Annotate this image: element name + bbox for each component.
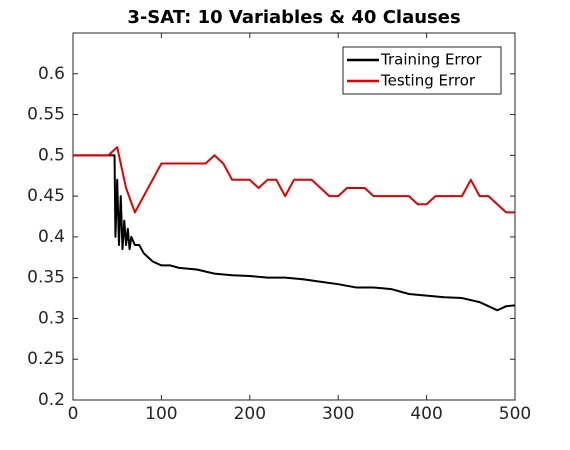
x-tick-label: 0 [68, 404, 79, 424]
y-tick-label: 0.25 [27, 349, 65, 369]
y-tick-label: 0.5 [38, 145, 65, 165]
series-line [73, 146, 515, 214]
y-tick-label: 0.45 [27, 186, 65, 206]
x-tick-label: 400 [410, 404, 442, 424]
y-tick-label: 0.4 [38, 227, 65, 247]
y-tick-label: 0.2 [38, 390, 65, 410]
legend-label: Testing Error [380, 72, 476, 90]
y-tick-label: 0.3 [38, 308, 65, 328]
y-tick-label: 0.35 [27, 268, 65, 288]
legend-box [342, 46, 502, 95]
x-tick-label: 200 [234, 404, 266, 424]
legend-label: Training Error [380, 51, 482, 69]
y-tick-label: 0.6 [38, 64, 65, 84]
y-tick-label: 0.55 [27, 105, 65, 125]
chart-title: 3-SAT: 10 Variables & 40 Clauses [127, 7, 460, 28]
x-tick-label: 500 [499, 404, 531, 424]
x-tick-label: 300 [322, 404, 354, 424]
x-tick-label: 100 [145, 404, 177, 424]
series-line [73, 154, 516, 312]
